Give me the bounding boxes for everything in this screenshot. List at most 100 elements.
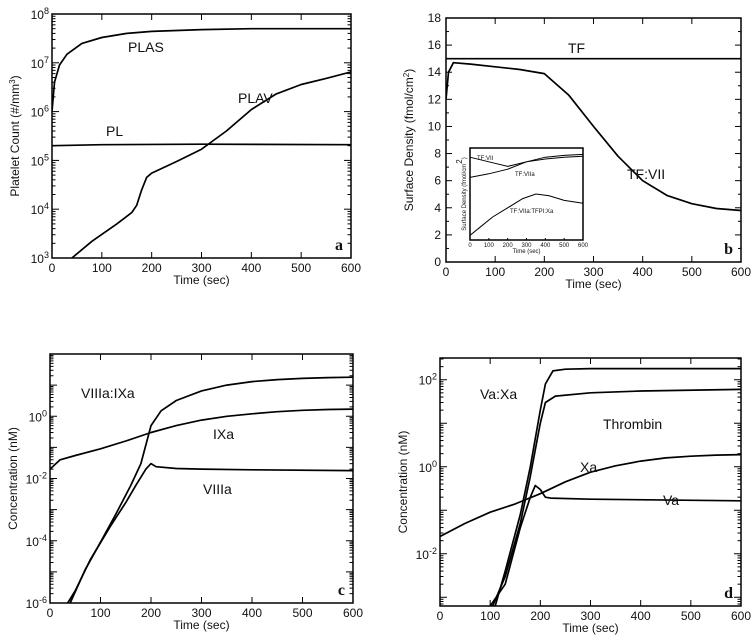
x-tick-label: 0 — [49, 261, 56, 275]
series-label: VIIIa:IXa — [81, 385, 135, 401]
inset-series-tf-viia-line — [469, 155, 584, 178]
y-tick-label: 10 — [428, 119, 442, 133]
y-axis-title: Concentration (nM) — [396, 431, 410, 534]
y-tick-label: 10-2 — [26, 471, 47, 487]
inset-x-tick-label: 0 — [468, 243, 472, 249]
series-va-line — [489, 484, 741, 606]
series-label: VIIIa — [203, 481, 232, 497]
panel-c: 0 100 200 300 400 500 600 10-6 10-4 10-2 100 VIIIa:… — [6, 353, 363, 632]
y-axis-title: Surface Density (fmol/cm2) — [402, 69, 416, 212]
y-tick-label: 107 — [31, 55, 49, 71]
x-tick-label: 500 — [291, 261, 311, 275]
series-label: Thrombin — [603, 416, 662, 432]
y-axis-title: Concentration (nM) — [6, 427, 20, 530]
x-tick-label: 600 — [731, 265, 751, 279]
inset-x-tick-label: 400 — [540, 243, 551, 249]
series-label: TF:VII — [627, 166, 665, 182]
series-tf-vii-line — [446, 61, 741, 212]
x-tick-label: 500 — [682, 265, 702, 279]
x-tick-label: 100 — [92, 261, 112, 275]
plot-frame — [445, 17, 742, 263]
series-plav-line — [71, 71, 351, 258]
x-tick-label: 300 — [583, 265, 603, 279]
inset-y-axis-title: Surface Density (fmol/cm2) — [455, 157, 468, 230]
y-tick-label: 4 — [434, 201, 441, 215]
series-viiia-line — [66, 462, 353, 603]
y-tick-label: 16 — [428, 38, 442, 52]
panel-b: 0 100 200 300 400 500 600 0 2 4 6 8 10 12 14 16 18 TF TF:V… — [402, 11, 751, 291]
x-tick-label: 0 — [437, 609, 444, 623]
y-tick-label: 0 — [434, 255, 441, 269]
series-pl-line — [52, 143, 351, 147]
x-axis-title: Time (sec) — [562, 621, 618, 635]
x-tick-label: 300 — [191, 261, 211, 275]
x-tick-label: 200 — [142, 261, 162, 275]
y-tick-label: 102 — [419, 372, 437, 388]
y-tick-label: 105 — [31, 152, 49, 168]
x-tick-label: 400 — [633, 265, 653, 279]
series-label: PLAV — [238, 90, 273, 106]
series-label: PLAS — [128, 39, 164, 55]
x-tick-label: 200 — [534, 265, 554, 279]
y-tick-label: 12 — [428, 92, 442, 106]
inset-x-tick-label: 100 — [484, 243, 495, 249]
panel-a: 0 100 200 300 400 500 600 103 104 105 106 107 108 PLA… — [8, 6, 361, 287]
series-plas-line — [52, 27, 351, 112]
series-xa-line — [440, 453, 741, 538]
y-tick-label: 103 — [31, 250, 49, 266]
x-tick-label: 600 — [731, 609, 751, 623]
inset-series-tf-viia-tfpi-xa-line — [469, 193, 584, 236]
x-tick-label: 500 — [292, 606, 312, 620]
series-label: Xa — [580, 459, 597, 475]
series-viiia-ixa-line — [69, 376, 353, 603]
x-tick-label: 400 — [242, 606, 262, 620]
x-tick-label: 100 — [90, 606, 110, 620]
series-label: Va — [663, 492, 679, 508]
inset-x-axis-title: Time (sec) — [512, 249, 540, 255]
series-thrombin-line — [491, 388, 741, 606]
plot-frame — [51, 13, 352, 259]
y-tick-label: 106 — [31, 104, 49, 120]
y-tick-label: 10-2 — [416, 546, 437, 562]
inset-x-tick-label: 500 — [559, 243, 570, 249]
panel-letter: b — [724, 241, 733, 258]
y-axis-title: Platelet Count (#/mm3) — [8, 75, 22, 196]
panel-letter: c — [338, 582, 345, 599]
y-tick-label: 100 — [419, 459, 437, 475]
y-tick-label: 104 — [31, 201, 49, 217]
plot-frame — [439, 357, 742, 607]
panel-d: 0 100 200 300 400 500 600 10-2 100 102 Va:Xa Thromb… — [396, 357, 751, 635]
inset-series-label: TF:VII — [477, 156, 494, 162]
y-tick-label: 14 — [428, 65, 442, 79]
x-tick-label: 100 — [480, 609, 500, 623]
y-tick-label: 10-4 — [26, 533, 47, 549]
x-axis-title: Time (sec) — [173, 273, 229, 287]
x-tick-label: 600 — [341, 261, 361, 275]
inset-series-label: TF:VIIa — [515, 172, 535, 178]
series-ixa-line — [50, 408, 353, 470]
series-label: Va:Xa — [480, 386, 517, 402]
x-tick-label: 300 — [580, 609, 600, 623]
y-tick-label: 10-6 — [26, 595, 47, 611]
x-tick-label: 500 — [681, 609, 701, 623]
x-tick-label: 300 — [191, 606, 211, 620]
x-axis-title: Time (sec) — [565, 277, 621, 291]
series-label: TF — [568, 40, 585, 56]
y-tick-label: 100 — [29, 408, 47, 424]
x-tick-label: 0 — [47, 606, 54, 620]
y-tick-label: 6 — [434, 174, 441, 188]
y-tick-label: 8 — [434, 147, 441, 161]
panel-letter: d — [724, 585, 733, 602]
x-tick-label: 100 — [485, 265, 505, 279]
series-label: IXa — [213, 426, 234, 442]
x-tick-label: 200 — [530, 609, 550, 623]
x-tick-label: 0 — [443, 265, 450, 279]
series-va-xa-line — [494, 367, 741, 606]
inset-x-tick-label: 600 — [578, 243, 589, 249]
plot-frame — [49, 353, 354, 604]
y-tick-label: 108 — [31, 6, 49, 22]
y-tick-label: 18 — [428, 11, 442, 25]
y-tick-label: 2 — [434, 228, 441, 242]
x-axis-title: Time (sec) — [173, 618, 229, 632]
